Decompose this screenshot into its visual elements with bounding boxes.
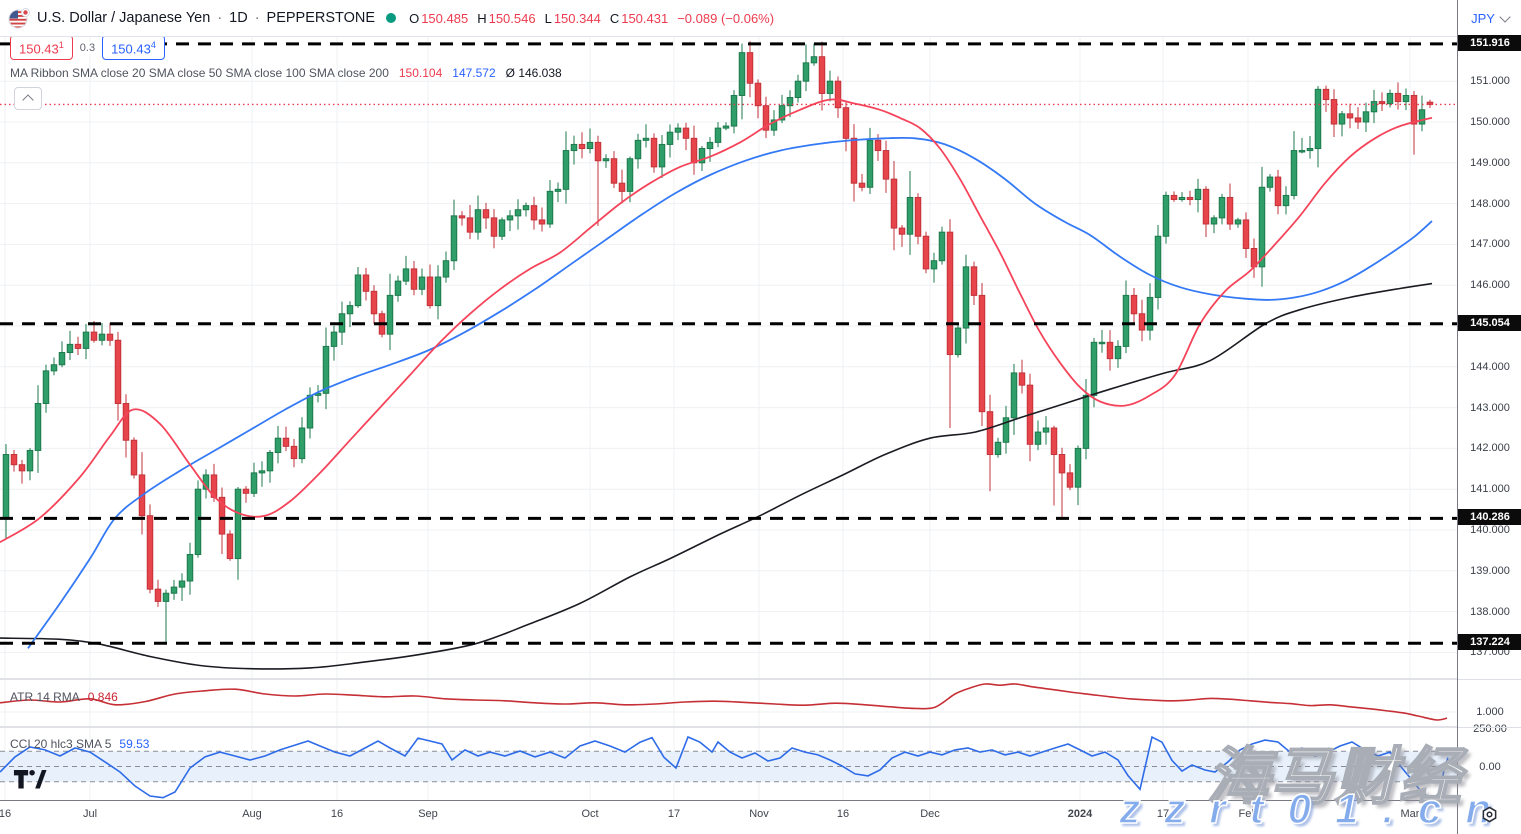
tradingview-logo[interactable]	[13, 768, 47, 796]
level-price-label: 137.224	[1458, 634, 1521, 651]
chevron-up-icon	[22, 94, 34, 106]
symbol-name: U.S. Dollar / Japanese Yen	[37, 10, 211, 26]
price-axis-label: 149.000	[1470, 156, 1510, 169]
price-axis-label: 142.000	[1470, 442, 1510, 455]
open-label: O	[409, 10, 420, 26]
chart-toolbar: U.S. Dollar / Japanese Yen · 1D · PEPPER…	[0, 0, 1457, 37]
price-axis[interactable]: JPY 151.000 150.000 149.000 148.000 147.000 1…	[1457, 0, 1521, 834]
ask-price-sup: 4	[150, 40, 156, 50]
buy-button[interactable]: 150.434	[102, 35, 165, 61]
time-axis-label: Aug	[242, 808, 262, 820]
time-axis[interactable]: 16 Jul Aug 16 Sep Oct 17 Nov 16 Dec 2024 17 Feb Mar	[0, 800, 1521, 834]
price-axis-label: 139.000	[1470, 564, 1510, 577]
bid-ask-widget: 150.431 0.3 150.434	[10, 35, 165, 61]
atr-value: 0.846	[87, 690, 118, 704]
low-value: 150.344	[553, 10, 601, 26]
broker-name: PEPPERSTONE	[266, 10, 376, 26]
time-axis-label: 17	[1156, 808, 1170, 820]
price-axis-label: 138.000	[1470, 605, 1510, 618]
level-price-label: 140.286	[1458, 509, 1521, 526]
price-axis-label: 146.000	[1470, 279, 1510, 292]
gear-icon[interactable]	[1481, 806, 1498, 828]
time-axis-label: 16	[330, 808, 344, 820]
title-separator: ·	[217, 10, 223, 26]
price-axis-label: 143.000	[1470, 401, 1510, 414]
cci-title: CCI 20 hlc3 SMA 5	[10, 737, 112, 751]
time-axis-label: Dec	[920, 808, 940, 820]
level-price-label: 151.916	[1458, 34, 1521, 51]
bid-price-sup: 1	[58, 40, 64, 50]
price-axis-label: 150.000	[1470, 116, 1510, 128]
currency-dropdown[interactable]: JPY	[1458, 0, 1521, 37]
atr-title: ATR 14 RMA	[10, 690, 80, 704]
price-axis-label: 140.000	[1470, 524, 1510, 536]
change-value: −0.089 (−0.06%)	[677, 10, 775, 26]
high-label: H	[477, 10, 487, 26]
time-axis-label: 17	[667, 808, 681, 820]
sell-button[interactable]: 150.431	[10, 35, 73, 61]
symbol-title[interactable]: U.S. Dollar / Japanese Yen · 1D · PEPPER…	[37, 10, 375, 26]
atr-axis-label: 1.000	[1476, 706, 1504, 718]
price-axis-label: 147.000	[1470, 238, 1510, 251]
time-axis-label: 2024	[1067, 808, 1093, 820]
ma20-value: 150.104	[398, 66, 443, 80]
spread-value: 0.3	[72, 41, 103, 54]
ma-ribbon-title: MA Ribbon SMA close 20 SMA close 50 SMA …	[10, 66, 389, 80]
price-axis-label: 144.000	[1470, 360, 1510, 373]
market-status-icon[interactable]	[386, 13, 397, 23]
chart-canvas[interactable]	[0, 0, 1457, 834]
time-axis-label: Mar	[1400, 808, 1420, 820]
chevron-down-icon	[1499, 10, 1511, 23]
title-separator: ·	[254, 10, 260, 26]
timeframe-selector[interactable]: 1D	[229, 10, 248, 26]
ohlc-readout: O 150.485 H 150.546 L 150.344 C 150.431 …	[409, 11, 774, 26]
time-axis-label: Oct	[581, 808, 599, 820]
cci-legend[interactable]: CCI 20 hlc3 SMA 5 59.53	[10, 737, 149, 751]
axis-separator	[1458, 727, 1521, 728]
time-axis-label: 16	[0, 808, 12, 820]
bid-price: 150.43	[19, 41, 59, 57]
close-value: 150.431	[621, 10, 669, 26]
close-label: C	[609, 10, 620, 26]
time-axis-label: 16	[836, 808, 850, 820]
ma-ribbon-legend[interactable]: MA Ribbon SMA close 20 SMA close 50 SMA …	[10, 66, 562, 80]
collapse-legend-button[interactable]	[14, 87, 42, 110]
price-axis-label: 148.000	[1470, 197, 1510, 210]
cci-axis-label: 250.00	[1473, 723, 1507, 735]
ma-average-value: Ø 146.038	[505, 66, 562, 80]
ma50-value: 147.572	[452, 66, 496, 80]
cci-axis-label: 0.00	[1479, 761, 1501, 773]
price-axis-label: 141.000	[1470, 483, 1510, 496]
open-value: 150.485	[421, 10, 469, 26]
level-price-label: 145.054	[1458, 314, 1521, 331]
high-value: 150.546	[488, 10, 536, 26]
price-axis-label: 151.000	[1470, 75, 1510, 88]
axis-separator	[1458, 679, 1521, 680]
low-label: L	[544, 10, 552, 26]
time-axis-label: Feb	[1238, 808, 1258, 820]
time-axis-label: Sep	[418, 808, 438, 820]
time-axis-label: Jul	[82, 808, 98, 820]
ask-price: 150.43	[111, 41, 151, 57]
symbol-flag-icon	[8, 8, 30, 29]
currency-label: JPY	[1471, 10, 1495, 26]
cci-value: 59.53	[119, 737, 150, 751]
time-axis-label: Nov	[749, 808, 769, 820]
atr-legend[interactable]: ATR 14 RMA 0.846	[10, 690, 118, 704]
